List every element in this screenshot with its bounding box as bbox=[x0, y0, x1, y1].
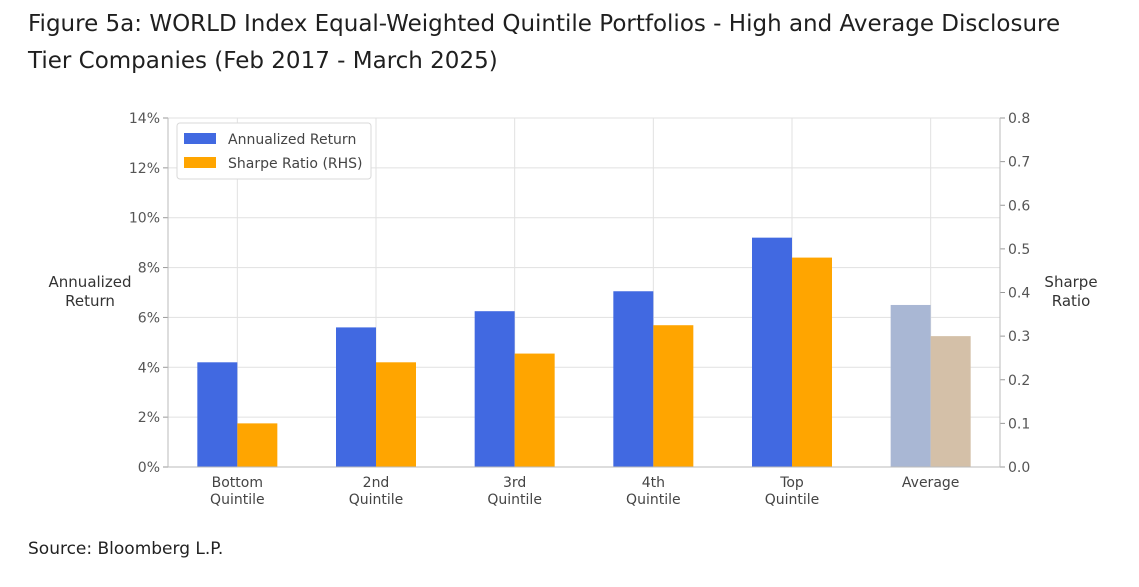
legend-label-annualized-return: Annualized Return bbox=[228, 132, 356, 148]
right-tick-label: 0.8 bbox=[1008, 111, 1030, 127]
legend-label-sharpe-ratio: Sharpe Ratio (RHS) bbox=[228, 156, 363, 172]
legend: Annualized Return Sharpe Ratio (RHS) bbox=[176, 122, 372, 180]
left-axis-title-line-1: Annualized bbox=[49, 273, 132, 291]
left-tick-label: 8% bbox=[138, 261, 160, 277]
chart-title-line-2: Tier Companies (Feb 2017 - March 2025) bbox=[28, 48, 498, 74]
bar-sharpe-ratio bbox=[514, 353, 555, 467]
bar-annualized-return bbox=[336, 327, 376, 467]
left-tick-label: 2% bbox=[138, 410, 160, 426]
right-tick-label: 0.7 bbox=[1008, 155, 1030, 171]
left-tick-label: 12% bbox=[129, 161, 160, 177]
left-tick-label: 6% bbox=[138, 310, 160, 326]
right-tick-label: 0.5 bbox=[1008, 242, 1030, 258]
right-axis-title-line-1: Sharpe bbox=[1044, 273, 1097, 291]
category-label: Top bbox=[779, 475, 804, 491]
bars bbox=[197, 237, 971, 467]
bar-sharpe-ratio bbox=[653, 325, 694, 467]
category-label: Average bbox=[902, 475, 960, 491]
left-axis-title-line-2: Return bbox=[65, 292, 115, 310]
tick-labels: 0% 2% 4% 6% 8% 10% 12% 14% 0.0 0.1 0.2 0.3 0.4 0.5 0.6… bbox=[129, 111, 1030, 508]
right-tick-label: 0.2 bbox=[1008, 373, 1030, 389]
legend-swatch-annualized-return bbox=[184, 133, 216, 144]
category-label: Bottom bbox=[212, 475, 263, 491]
category-label: Quintile bbox=[626, 492, 681, 508]
bar-annualized-return bbox=[890, 304, 931, 467]
left-tick-label: 10% bbox=[129, 211, 160, 227]
bar-annualized-return bbox=[613, 291, 654, 467]
category-label: Quintile bbox=[349, 492, 404, 508]
right-tick-label: 0.0 bbox=[1008, 460, 1030, 476]
right-tick-label: 0.4 bbox=[1008, 286, 1030, 302]
category-label: Quintile bbox=[487, 492, 542, 508]
category-label: 2nd bbox=[363, 475, 390, 491]
bar-sharpe-ratio bbox=[930, 336, 971, 467]
left-tick-label: 14% bbox=[129, 111, 160, 127]
category-label: Quintile bbox=[765, 492, 820, 508]
category-label: 4th bbox=[642, 475, 665, 491]
legend-swatch-sharpe-ratio bbox=[184, 157, 216, 168]
left-tick-label: 0% bbox=[138, 460, 160, 476]
chart-title: Figure 5a: WORLD Index Equal-Weighted Qu… bbox=[28, 6, 1118, 80]
right-tick-label: 0.1 bbox=[1008, 416, 1030, 432]
category-label: 3rd bbox=[503, 475, 526, 491]
bar-sharpe-ratio bbox=[237, 423, 278, 467]
right-tick-label: 0.3 bbox=[1008, 329, 1030, 345]
left-tick-label: 4% bbox=[138, 360, 160, 376]
axes bbox=[163, 117, 1005, 468]
legend-box bbox=[176, 122, 372, 180]
bar-sharpe-ratio bbox=[376, 362, 416, 467]
source-note: Source: Bloomberg L.P. bbox=[28, 539, 224, 559]
chart-title-line-1: Figure 5a: WORLD Index Equal-Weighted Qu… bbox=[28, 11, 1061, 37]
bar-annualized-return bbox=[752, 237, 792, 467]
bar-annualized-return bbox=[474, 311, 515, 467]
category-label: Quintile bbox=[210, 492, 265, 508]
right-tick-label: 0.6 bbox=[1008, 198, 1030, 214]
right-axis-title-line-2: Ratio bbox=[1052, 292, 1091, 310]
bar-annualized-return bbox=[197, 362, 238, 467]
bar-sharpe-ratio bbox=[792, 257, 832, 467]
